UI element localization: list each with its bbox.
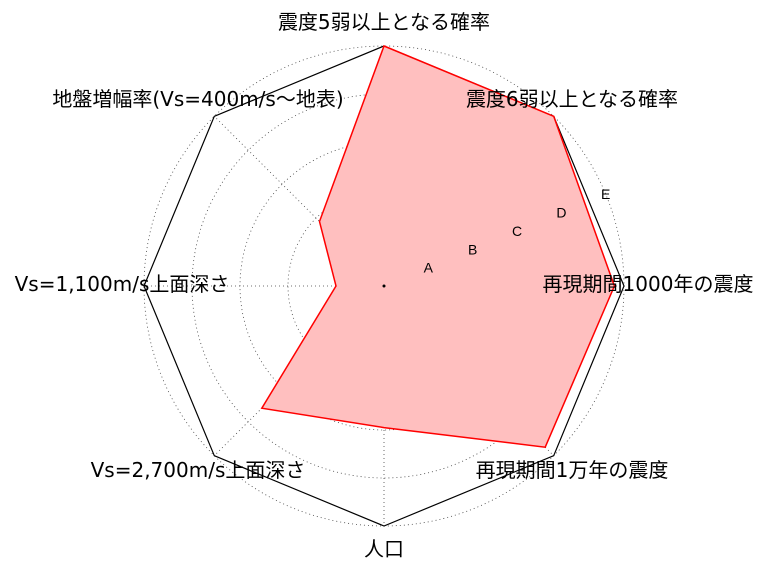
axis-label-5: 人口 — [364, 537, 404, 561]
axis-label-3: 再現期間1000年の震度 — [543, 272, 754, 296]
ring-label-d: D — [556, 205, 566, 221]
ring-label-c: C — [512, 223, 522, 239]
axis-label-1: 震度5弱以上となる確率 — [278, 10, 490, 34]
axis-label-2: 震度6弱以上となる確率 — [466, 87, 678, 111]
ring-label-b: B — [468, 241, 477, 257]
axis-label-4: 再現期間1万年の震度 — [476, 458, 669, 482]
ring-label-a: A — [424, 260, 434, 276]
axis-label-7: Vs=1,100m/s上面深さ — [15, 272, 230, 296]
ring-label-e: E — [601, 186, 610, 202]
axis-label-8: 地盤増幅率(Vs=400m/s～地表) — [52, 87, 343, 111]
center-point — [382, 284, 386, 288]
label-layer: A B C D E 震度5弱以上となる確率震度6弱以上となる確率再現期間1000年の震度再… — [15, 10, 754, 561]
outer-frame — [143, 45, 625, 527]
data-series-area — [260, 45, 616, 449]
data-layer — [260, 45, 616, 449]
axis-label-6: Vs=2,700m/s上面深さ — [91, 458, 306, 482]
